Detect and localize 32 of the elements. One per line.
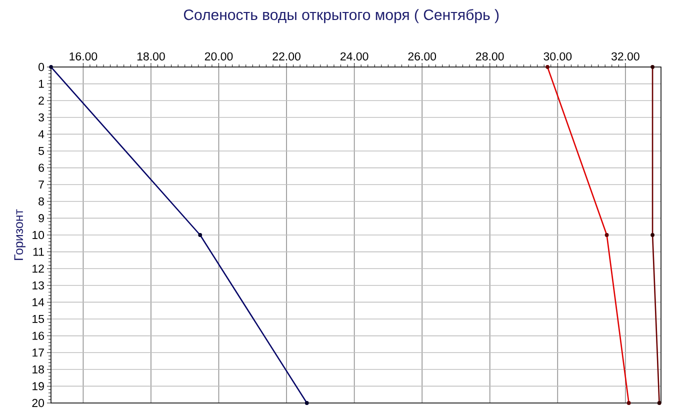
chart-title: Соленость воды открытого моря ( Сентябрь ) — [184, 8, 499, 24]
y-tick-label: 0 — [38, 62, 44, 72]
y-tick-label: 11 — [33, 248, 44, 256]
y-tick-label: 18 — [32, 365, 44, 374]
y-tick-label: 19 — [32, 382, 44, 390]
y-tick-label: 13 — [32, 281, 44, 290]
y-tick-label: 7 — [38, 180, 44, 189]
y-tick-label: 14 — [32, 298, 44, 306]
y-tick-label: 10 — [32, 230, 44, 240]
x-tick-label: 30.00 — [544, 52, 572, 60]
x-tick-label: 26.00 — [408, 52, 436, 60]
x-tick-label: 22.00 — [272, 52, 300, 60]
y-tick-label: 16 — [32, 332, 44, 340]
y-tick-label: 8 — [38, 197, 44, 206]
y-tick-label: 4 — [38, 130, 44, 138]
x-tick-label: 20.00 — [204, 52, 233, 60]
y-tick-label: 17 — [32, 348, 44, 357]
x-tick-label: 28.00 — [476, 52, 504, 60]
y-tick-label: 20 — [32, 398, 44, 408]
x-tick-label: 18.00 — [137, 52, 165, 60]
y-tick-label: 12 — [32, 264, 44, 273]
x-tick-label: 32.00 — [611, 52, 640, 60]
y-tick-label: 3 — [38, 113, 44, 122]
y-tick-label: 5 — [38, 146, 44, 156]
y-tick-label: 15 — [32, 314, 44, 324]
y-tick-label: 2 — [38, 96, 44, 105]
y-tick-label: 1 — [38, 80, 44, 88]
y-tick-label: 9 — [38, 214, 44, 222]
x-tick-label: 16.00 — [70, 52, 98, 60]
y-tick-label: 6 — [38, 164, 44, 172]
y-axis-title: Горизонт — [14, 209, 26, 260]
x-tick-label: 24.00 — [340, 52, 368, 60]
